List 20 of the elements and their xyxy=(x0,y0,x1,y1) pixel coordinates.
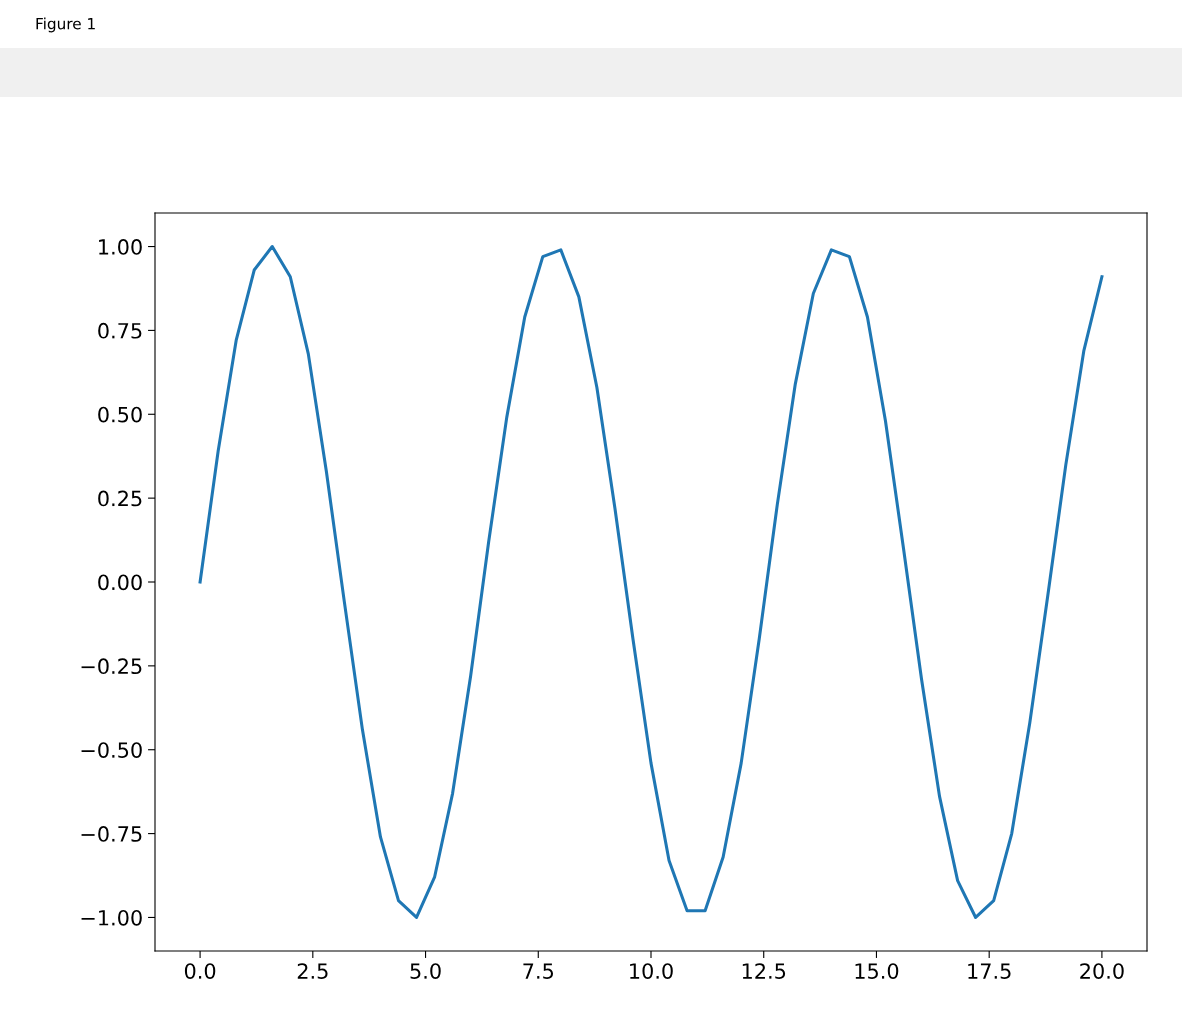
y-tick-label: 0.50 xyxy=(98,406,142,423)
y-tick-label: 0.25 xyxy=(98,490,142,507)
x-tick-label: 15.0 xyxy=(855,963,899,979)
y-tick-label: 0.75 xyxy=(98,322,142,339)
x-tick-label: 7.5 xyxy=(523,963,554,979)
y-tick-label: −1.00 xyxy=(81,909,142,926)
y-tick-label: −0.25 xyxy=(81,658,142,675)
x-tick-label: 17.5 xyxy=(968,963,1011,979)
y-tick-label: −0.50 xyxy=(81,742,142,758)
x-tick-label: 12.5 xyxy=(742,963,786,979)
y-tick-label: −0.75 xyxy=(81,826,142,842)
x-tick-label: 10.0 xyxy=(630,963,673,979)
y-tick-label: 0.00 xyxy=(98,574,142,591)
y-tick-label: 1.00 xyxy=(99,239,142,255)
line-series xyxy=(198,245,1104,919)
x-tick-label: 2.5 xyxy=(297,963,328,979)
x-tick-label: 20.0 xyxy=(1080,963,1124,979)
x-tick-label: 0.0 xyxy=(184,963,216,979)
x-tick-label: 5.0 xyxy=(410,963,441,979)
caption: Figure 1 xyxy=(36,17,95,33)
